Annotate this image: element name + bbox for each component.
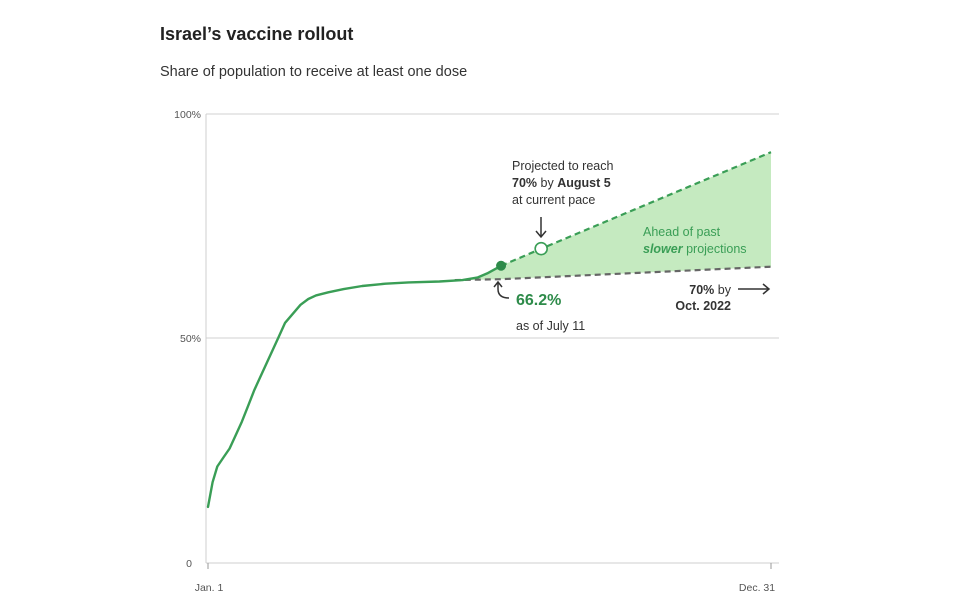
y-tick-label-50: 50% — [180, 333, 201, 345]
actual-rollout-line — [206, 264, 503, 509]
projected-70-marker — [534, 241, 548, 256]
x-tick-label-start: Jan. 1 — [195, 582, 224, 594]
current-value-label: 66.2% — [516, 292, 561, 309]
ahead-slower-bold: slower — [643, 242, 684, 256]
slow-70-bold: 70% — [689, 283, 714, 297]
projection-date-bold: August 5 — [557, 176, 611, 190]
chart-title: Israel’s vaccine rollout — [160, 24, 354, 44]
curved-arrow-icon — [493, 280, 510, 299]
projection-70-bold: 70% — [512, 176, 537, 190]
projection-by-text: by — [537, 176, 557, 190]
projection-annotation-line3: at current pace — [512, 193, 595, 207]
slow-by-text: by — [714, 283, 731, 297]
slow-annotation-line2: Oct. 2022 — [675, 299, 731, 313]
current-date-label: as of July 11 — [516, 319, 585, 333]
projection-annotation-line2: 70% by August 5 — [512, 176, 611, 190]
right-arrow-icon — [738, 283, 771, 295]
ahead-projections-text: projections — [683, 242, 747, 256]
y-tick-label-100: 100% — [174, 109, 201, 121]
ahead-annotation-line2: slower projections — [643, 242, 747, 256]
projection-annotation-line1: Projected to reach — [512, 159, 613, 173]
chart-subtitle: Share of population to receive at least … — [160, 64, 468, 80]
ahead-annotation-line1: Ahead of past — [643, 225, 721, 239]
current-value-marker — [496, 260, 507, 271]
ahead-shaded-region — [462, 152, 771, 281]
down-arrow-icon — [535, 217, 547, 239]
y-tick-label-0: 0 — [186, 558, 192, 570]
slow-annotation-line1: 70% by — [689, 283, 731, 297]
x-tick-label-end: Dec. 31 — [739, 582, 775, 594]
